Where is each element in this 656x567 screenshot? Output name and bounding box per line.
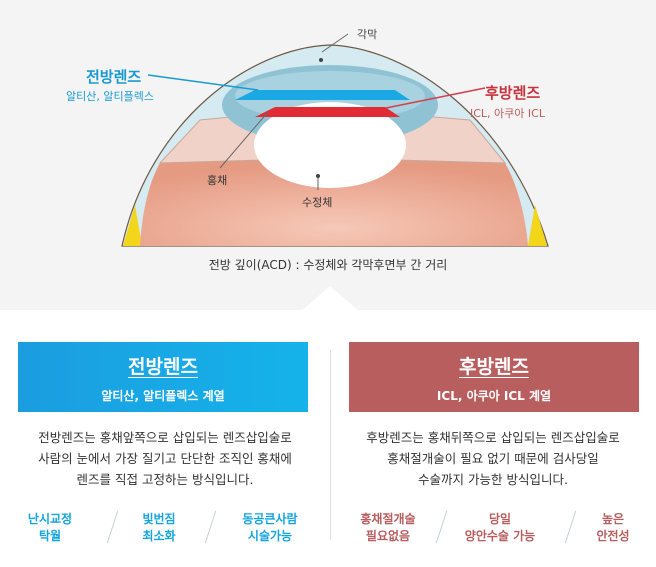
feature-line: 빛번짐 <box>142 512 176 526</box>
description-line: 홍채절개술이 필요 없기 때문에 검사당일 <box>387 451 599 466</box>
anterior-lens-card-header: 전방렌즈 알티산, 알티플렉스 계열 <box>18 342 308 412</box>
eye-body <box>140 155 528 246</box>
sclera-yellow-right <box>528 205 547 246</box>
posterior-lens-sublabel: ICL, 아쿠아 ICL <box>470 107 545 120</box>
diagram-caption: 전방 깊이(ACD) : 수정체와 각막후면부 간 거리 <box>208 258 448 272</box>
card-subtitle: 알티산, 알티플렉스 계열 <box>101 389 225 403</box>
crystalline-lens <box>254 102 406 188</box>
feature-line: 동공큰사람 <box>242 512 298 526</box>
feature-line: 탁월 <box>38 529 62 543</box>
anterior-lens-sublabel: 알티산, 알티플렉스 <box>66 90 154 103</box>
crystalline-lens-label: 수정체 <box>302 196 333 209</box>
cornea-label: 각막 <box>357 28 378 41</box>
card-subtitle: ICL, 아쿠아 ICL 계열 <box>436 389 552 403</box>
feature-line: 홍채절개술 <box>360 512 416 526</box>
anterior-lens-description: 전방렌즈는 홍채앞쪽으로 삽입되는 렌즈삽입술로 사람의 눈에서 가장 질기고 … <box>15 427 315 490</box>
description-line: 전방렌즈는 홍채앞쪽으로 삽입되는 렌즈삽입술로 <box>38 430 292 445</box>
feature-line: 당일 <box>488 512 512 526</box>
separator-slash <box>435 510 448 544</box>
feature-line: 안전성 <box>596 529 630 543</box>
feature-line: 최소화 <box>142 529 176 543</box>
posterior-lens-description: 후방렌즈는 홍채뒤쪽으로 삽입되는 렌즈삽입술로 홍채절개술이 필요 없기 때문… <box>343 427 643 490</box>
eye-cross-section-diagram <box>121 33 549 247</box>
feature-line: 높은 <box>601 512 625 526</box>
card-title: 후방렌즈 <box>459 356 529 378</box>
posterior-lens-card-header: 후방렌즈 ICL, 아쿠아 ICL 계열 <box>349 342 639 412</box>
description-line: 수술까지 가능한 방식입니다. <box>418 472 568 487</box>
card-title: 전방렌즈 <box>128 356 198 378</box>
feature-line: 난시교정 <box>27 512 73 526</box>
posterior-lens-shape <box>255 107 400 117</box>
description-line: 렌즈를 직접 고정하는 방식입니다. <box>76 472 254 487</box>
description-line: 사람의 눈에서 가장 질기고 단단한 조직인 홍채에 <box>38 451 292 466</box>
description-line: 후방렌즈는 홍채뒤쪽으로 삽입되는 렌즈삽입술로 <box>366 430 620 445</box>
feature-line: 양안수술 가능 <box>464 529 536 543</box>
card-divider <box>330 350 331 540</box>
pointer-notch <box>300 286 360 312</box>
posterior-lens-label: 후방렌즈 <box>485 84 541 102</box>
iris-label: 홍채 <box>207 174 228 187</box>
sclera-yellow-left <box>123 205 142 246</box>
anterior-lens-shape <box>235 90 410 100</box>
anterior-lens-label: 전방렌즈 <box>86 68 142 86</box>
feature-line: 필요없음 <box>365 529 411 543</box>
feature-line: 시술가능 <box>247 529 293 543</box>
